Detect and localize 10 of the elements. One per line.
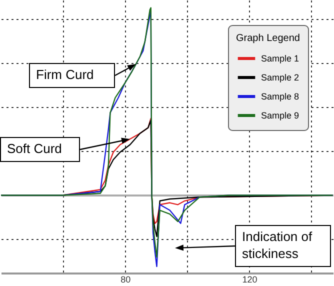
legend-title: Graph Legend bbox=[236, 33, 300, 44]
annotation: Soft Curd bbox=[0, 137, 80, 162]
legend-label: Sample 9 bbox=[261, 110, 300, 120]
legend-label: Sample 1 bbox=[261, 54, 300, 64]
legend-label: Sample 8 bbox=[261, 92, 300, 102]
legend-label: Sample 2 bbox=[261, 72, 300, 82]
x-tick-label: 120 bbox=[242, 274, 258, 284]
x-tick-label: 80 bbox=[120, 274, 131, 284]
annotation: Firm Curd bbox=[29, 63, 115, 88]
annotation: Indication of stickiness bbox=[235, 225, 331, 267]
